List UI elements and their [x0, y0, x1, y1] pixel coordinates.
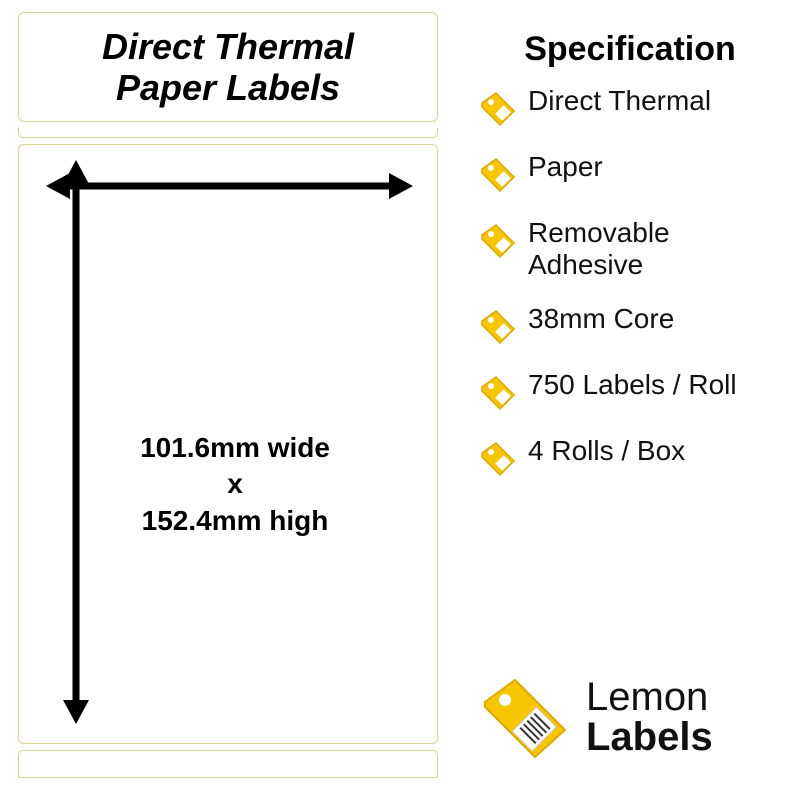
spec-item: 38mm Core	[476, 303, 790, 347]
brand-logo: Lemon Labels	[470, 652, 790, 782]
tag-icon	[476, 153, 518, 195]
width-arrow	[46, 173, 413, 199]
spec-text: 4 Rolls / Box	[528, 435, 685, 467]
right-panel: Specification Direct Thermal Paper	[470, 12, 790, 782]
left-panel: Direct Thermal Paper Labels 101.6mm wide…	[0, 0, 455, 800]
spec-title: Specification	[470, 30, 790, 69]
spec-text: Removable Adhesive	[528, 217, 790, 281]
spec-text: 750 Labels / Roll	[528, 369, 737, 401]
brand-text: Lemon Labels	[586, 677, 713, 757]
spec-item: 4 Rolls / Box	[476, 435, 790, 479]
tag-icon	[476, 371, 518, 413]
spec-text: 38mm Core	[528, 303, 674, 335]
spec-item: Paper	[476, 151, 790, 195]
label-gap-top	[18, 128, 438, 138]
brand-line-1: Lemon	[586, 677, 713, 717]
label-gap-bottom	[18, 750, 438, 778]
spec-text: Paper	[528, 151, 603, 183]
dimension-label: 101.6mm wide x 152.4mm high	[95, 430, 375, 539]
height-arrow	[63, 160, 89, 724]
spec-item: 750 Labels / Roll	[476, 369, 790, 413]
tag-icon	[476, 87, 518, 129]
lemon-labels-icon	[470, 662, 580, 772]
spec-list: Direct Thermal Paper Removable Adhesive	[470, 85, 790, 479]
spec-item: Direct Thermal	[476, 85, 790, 129]
brand-line-2: Labels	[586, 717, 713, 757]
spec-text: Direct Thermal	[528, 85, 711, 117]
tag-icon	[476, 219, 518, 261]
height-text: 152.4mm high	[142, 505, 329, 536]
product-title: Direct Thermal Paper Labels	[102, 26, 354, 109]
spec-item: Removable Adhesive	[476, 217, 790, 281]
width-text: 101.6mm wide	[140, 432, 330, 463]
tag-icon	[476, 305, 518, 347]
header-box: Direct Thermal Paper Labels	[18, 12, 438, 122]
title-line-1: Direct Thermal	[102, 26, 354, 67]
dim-joiner: x	[227, 468, 243, 499]
title-line-2: Paper Labels	[116, 67, 340, 108]
tag-icon	[476, 437, 518, 479]
